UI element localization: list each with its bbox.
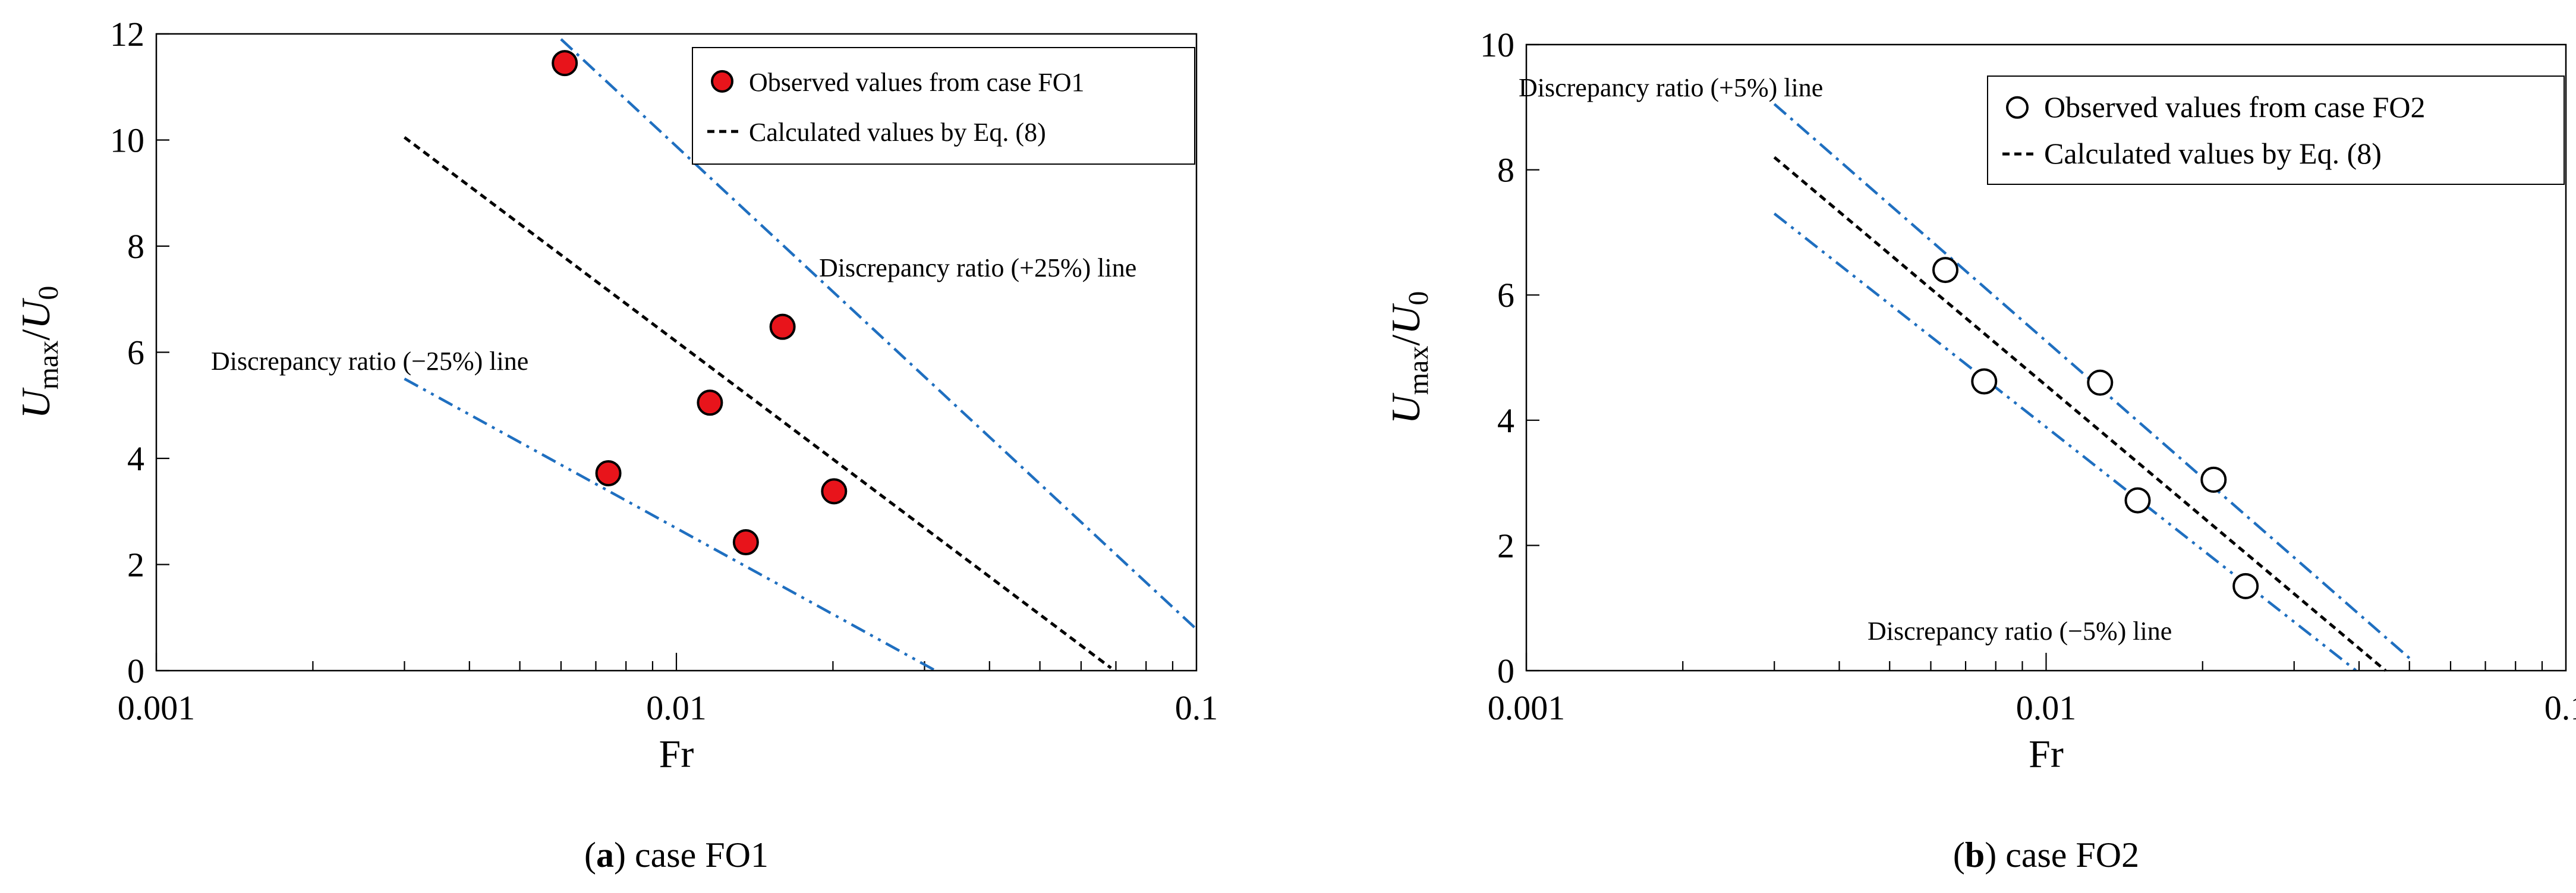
fo2-ticks bbox=[1525, 43, 2543, 672]
x-tick-label: 0.1 bbox=[2544, 688, 2576, 727]
fo1-legend-observed: Observed values from case FO1 bbox=[749, 68, 1085, 97]
fo1-y-axis-label: Umax/U0 bbox=[13, 286, 64, 419]
y-tick-label: 2 bbox=[127, 546, 144, 584]
fo2-caption-open: ( bbox=[1953, 835, 1965, 875]
fo1-x-tick-labels: 0.001 0.01 0.1 bbox=[118, 688, 1218, 727]
fo1-ylabel-slash: / bbox=[13, 329, 58, 341]
y-tick-label: 2 bbox=[1497, 526, 1514, 565]
x-tick-label: 0.001 bbox=[118, 688, 196, 727]
lower-discrepancy-line bbox=[404, 378, 937, 672]
fo2-caption-letter: b bbox=[1965, 835, 1985, 875]
fo2-lines bbox=[1773, 103, 2411, 672]
fo2-ylabel-sub-0: 0 bbox=[1403, 291, 1434, 306]
fo1-ylabel-sub-max: max bbox=[33, 341, 64, 390]
fo1-x-axis-label: Fr bbox=[659, 732, 694, 776]
calculated-line bbox=[1773, 156, 2387, 672]
fo1-caption: (a) case FO1 bbox=[584, 835, 769, 875]
fo1-points bbox=[552, 50, 848, 556]
fo2-legend-box bbox=[1987, 76, 2565, 185]
fo2-y-axis-label: Umax/U0 bbox=[1383, 291, 1434, 425]
observed-point bbox=[769, 313, 796, 340]
observed-point bbox=[821, 478, 848, 505]
fo2-ylabel-u0: U bbox=[1383, 303, 1428, 335]
observed-point bbox=[2087, 369, 2114, 396]
fo1-legend: Observed values from case FO1 Calculated… bbox=[692, 47, 1195, 165]
fo1-caption-text: case FO1 bbox=[626, 835, 769, 875]
fo1-ylabel-u0: U bbox=[13, 298, 58, 329]
observed-point bbox=[595, 460, 622, 486]
fo1-axes-frame bbox=[155, 33, 1198, 672]
y-tick-label: 12 bbox=[110, 15, 144, 54]
fo2-x-tick-labels: 0.001 0.01 0.1 bbox=[1488, 688, 2576, 727]
fo1-caption-open: ( bbox=[584, 835, 596, 875]
fo1-legend-box bbox=[692, 47, 1195, 165]
lower-discrepancy-line bbox=[1773, 212, 2357, 672]
fo2-axes-frame bbox=[1525, 43, 2567, 672]
observed-point bbox=[697, 389, 723, 416]
calculated-line bbox=[403, 136, 1112, 669]
fo1-ylabel-u: U bbox=[13, 387, 58, 419]
fo1-caption-letter: a bbox=[596, 835, 614, 875]
fo1-ticks bbox=[155, 33, 1174, 672]
fo1-y-tick-labels: 0 2 4 6 8 10 12 bbox=[110, 15, 144, 690]
fo2-caption-text: case FO2 bbox=[1996, 835, 2139, 875]
y-tick-label: 6 bbox=[1497, 276, 1514, 315]
fo2-annotation-lower: Discrepancy ratio (−5%) line bbox=[1868, 617, 2172, 646]
fo2-ylabel-slash: / bbox=[1383, 335, 1428, 346]
fo2-y-tick-labels: 0 2 4 6 8 10 bbox=[1480, 26, 1514, 690]
x-tick-label: 0.01 bbox=[2016, 688, 2077, 727]
observed-point bbox=[552, 50, 578, 77]
fo1-legend-calculated: Calculated values by Eq. (8) bbox=[749, 118, 1046, 147]
y-tick-label: 0 bbox=[127, 652, 144, 690]
fo1-ylabel-sub-0: 0 bbox=[33, 286, 64, 300]
y-tick-label: 0 bbox=[1497, 652, 1514, 690]
fo2-ylabel-u: U bbox=[1383, 392, 1428, 424]
fo2-caption-close: ) bbox=[1985, 835, 1996, 875]
y-tick-label: 10 bbox=[1480, 26, 1514, 64]
fo2-legend-calculated: Calculated values by Eq. (8) bbox=[2044, 137, 2382, 170]
upper-discrepancy-line bbox=[1773, 103, 2411, 659]
fo2-points bbox=[1932, 257, 2259, 599]
y-tick-label: 8 bbox=[127, 227, 144, 266]
fo2-legend: Observed values from case FO2 Calculated… bbox=[1987, 76, 2565, 185]
observed-point bbox=[2200, 466, 2227, 493]
fo2-caption: (b) case FO2 bbox=[1953, 835, 2139, 875]
fo2-annotation-upper: Discrepancy ratio (+5%) line bbox=[1519, 73, 1823, 102]
y-tick-label: 6 bbox=[127, 334, 144, 372]
x-tick-label: 0.1 bbox=[1175, 688, 1218, 727]
observed-point bbox=[732, 529, 759, 556]
y-tick-label: 4 bbox=[1497, 401, 1514, 440]
fo2-legend-observed: Observed values from case FO2 bbox=[2044, 90, 2425, 124]
y-tick-label: 10 bbox=[110, 121, 144, 160]
observed-point bbox=[2124, 487, 2151, 514]
fo1-annotation-lower: Discrepancy ratio (−25%) line bbox=[211, 347, 528, 376]
upper-discrepancy-line bbox=[560, 38, 1196, 630]
fo2-ylabel-sub-max: max bbox=[1403, 346, 1434, 395]
y-tick-label: 8 bbox=[1497, 151, 1514, 190]
observed-point bbox=[1971, 368, 1998, 395]
observed-point bbox=[2232, 573, 2259, 599]
fo1-legend-marker bbox=[711, 70, 733, 93]
y-tick-label: 4 bbox=[127, 439, 144, 478]
observed-point bbox=[1932, 257, 1959, 284]
x-tick-label: 0.001 bbox=[1488, 688, 1566, 727]
fo2-x-axis-label: Fr bbox=[2029, 732, 2064, 776]
fo2-legend-marker bbox=[2006, 96, 2029, 119]
fo1-annotation-upper: Discrepancy ratio (+25%) line bbox=[819, 253, 1136, 282]
x-tick-label: 0.01 bbox=[646, 688, 707, 727]
fo1-lines bbox=[403, 38, 1196, 672]
fo1-caption-close: ) bbox=[614, 835, 626, 875]
